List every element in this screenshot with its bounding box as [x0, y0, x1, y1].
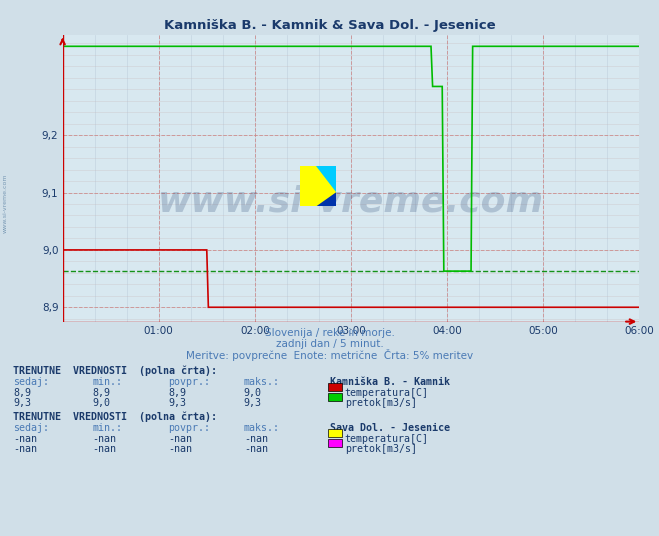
Text: Sava Dol. - Jesenice: Sava Dol. - Jesenice: [330, 423, 449, 433]
Text: -nan: -nan: [168, 434, 192, 444]
Text: Slovenija / reke in morje.: Slovenija / reke in morje.: [264, 328, 395, 338]
Text: min.:: min.:: [92, 423, 123, 433]
Text: 9,0: 9,0: [244, 388, 262, 398]
Text: 9,3: 9,3: [244, 398, 262, 408]
Text: TRENUTNE  VREDNOSTI  (polna črta):: TRENUTNE VREDNOSTI (polna črta):: [13, 366, 217, 376]
Text: -nan: -nan: [244, 444, 268, 454]
Text: min.:: min.:: [92, 377, 123, 388]
Text: -nan: -nan: [13, 444, 37, 454]
Text: 8,9: 8,9: [13, 388, 31, 398]
Text: Meritve: povprečne  Enote: metrične  Črta: 5% meritev: Meritve: povprečne Enote: metrične Črta:…: [186, 349, 473, 361]
Text: maks.:: maks.:: [244, 423, 280, 433]
Text: maks.:: maks.:: [244, 377, 280, 388]
Text: 9,3: 9,3: [168, 398, 186, 408]
Text: 8,9: 8,9: [168, 388, 186, 398]
Text: Kamniška B. - Kamnik & Sava Dol. - Jesenice: Kamniška B. - Kamnik & Sava Dol. - Jesen…: [163, 19, 496, 32]
Text: -nan: -nan: [92, 444, 116, 454]
Text: www.si-vreme.com: www.si-vreme.com: [158, 184, 544, 218]
Text: povpr.:: povpr.:: [168, 423, 210, 433]
Text: 9,3: 9,3: [13, 398, 31, 408]
Text: zadnji dan / 5 minut.: zadnji dan / 5 minut.: [275, 339, 384, 349]
Text: -nan: -nan: [244, 434, 268, 444]
Text: 8,9: 8,9: [92, 388, 110, 398]
Text: sedaj:: sedaj:: [13, 423, 49, 433]
Text: pretok[m3/s]: pretok[m3/s]: [345, 398, 416, 408]
Polygon shape: [316, 192, 336, 206]
Text: TRENUTNE  VREDNOSTI  (polna črta):: TRENUTNE VREDNOSTI (polna črta):: [13, 412, 217, 422]
Text: -nan: -nan: [13, 434, 37, 444]
Text: pretok[m3/s]: pretok[m3/s]: [345, 444, 416, 454]
Text: Kamniška B. - Kamnik: Kamniška B. - Kamnik: [330, 377, 449, 388]
Text: temperatura[C]: temperatura[C]: [345, 434, 428, 444]
Text: povpr.:: povpr.:: [168, 377, 210, 388]
Text: www.si-vreme.com: www.si-vreme.com: [3, 174, 8, 234]
Polygon shape: [316, 166, 336, 192]
Text: -nan: -nan: [92, 434, 116, 444]
Text: sedaj:: sedaj:: [13, 377, 49, 388]
Text: -nan: -nan: [168, 444, 192, 454]
Text: 9,0: 9,0: [92, 398, 110, 408]
Text: temperatura[C]: temperatura[C]: [345, 388, 428, 398]
